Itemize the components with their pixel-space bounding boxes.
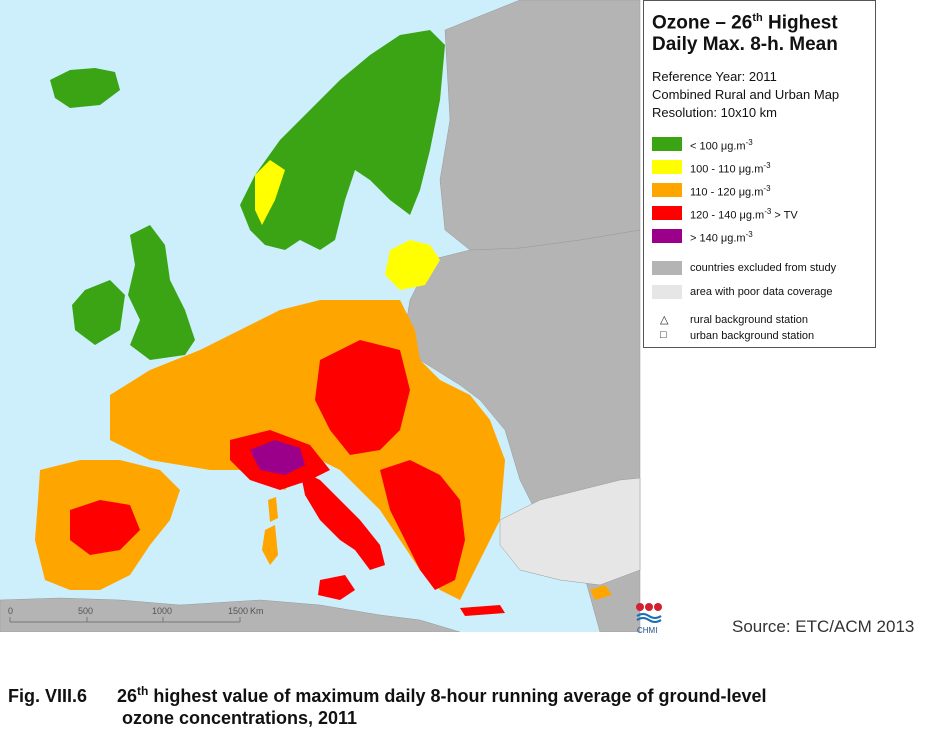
chmi-logo: CHMI [636, 603, 662, 635]
caption-line2: ozone concentrations, 2011 [122, 708, 358, 728]
excluded-region-russia [439, 0, 641, 251]
figure-number: Fig. VIII.6 [8, 686, 88, 706]
legend-label-120-140: 120 - 140 μg.m-3 > TV [690, 207, 798, 222]
caption-ordinal-sup: th [137, 684, 149, 698]
legend-panel: Ozone – 26th Highest Daily Max. 8-h. Mea… [643, 0, 876, 348]
ireland [72, 280, 125, 345]
central-red [315, 340, 410, 455]
urban-station-square-icon: □ [660, 329, 667, 341]
italy-red [300, 470, 385, 570]
legend-swatch-excluded [652, 261, 682, 275]
scale-tick-1500: 1500 [228, 606, 248, 616]
scale-unit: Km [250, 606, 264, 616]
legend-swatch-gt140 [652, 229, 682, 243]
scale-tick-500: 500 [78, 606, 93, 616]
great-britain [128, 225, 195, 360]
scale-bar: 0 500 1000 1500 Km [8, 606, 264, 623]
sardinia [262, 525, 278, 565]
legend-swatch-120-140 [652, 206, 682, 220]
legend-label-lt100: < 100 μg.m-3 [690, 138, 753, 153]
legend-swatch-100-110 [652, 160, 682, 174]
legend-label-poor-coverage: area with poor data coverage [690, 286, 833, 298]
source-credit: Source: ETC/ACM 2013 [732, 617, 915, 636]
figure-caption: Fig. VIII.6 26th highest value of maximu… [8, 680, 766, 729]
finland-yellow [385, 240, 440, 290]
scandinavia-yellow-south [255, 160, 285, 225]
legend-swatch-lt100 [652, 137, 682, 151]
purple-alps [250, 440, 305, 475]
legend-swatch-110-120 [652, 183, 682, 197]
poor-coverage-turkey [499, 477, 641, 586]
logo-text: CHMI [637, 626, 657, 635]
legend-label-110-120: 110 - 120 μg.m-3 [690, 184, 771, 199]
cyprus [590, 585, 612, 600]
caption-line1: highest value of maximum daily 8-hour ru… [148, 686, 767, 706]
iceland [50, 68, 120, 108]
balkans-greece-red [380, 460, 465, 590]
legend-title: Ozone – 26th Highest Daily Max. 8-h. Mea… [652, 12, 838, 56]
caption-ordinal: 26 [117, 686, 138, 706]
iberia-red [70, 500, 140, 555]
scandinavia [240, 30, 445, 250]
crete [460, 605, 505, 616]
scale-tick-1000: 1000 [152, 606, 172, 616]
excluded-region-north-africa [0, 597, 461, 632]
legend-label-gt140: > 140 μg.m-3 [690, 230, 753, 245]
legend-resolution: Resolution: 10x10 km [652, 105, 778, 120]
legend-reference-year: Reference Year: 2011 [652, 69, 777, 84]
scale-tick-0: 0 [8, 606, 13, 616]
legend-label-rural-station: rural background station [690, 314, 809, 326]
legend-label-100-110: 100 - 110 μg.m-3 [690, 161, 771, 176]
legend-label-urban-station: urban background station [690, 330, 815, 342]
sicily [318, 575, 355, 600]
ozone-map: 0 500 1000 1500 Km [0, 0, 641, 632]
corsica [268, 497, 278, 522]
rural-station-triangle-icon: △ [660, 314, 669, 326]
legend-label-excluded: countries excluded from study [690, 262, 837, 274]
legend-swatch-poor-coverage [652, 285, 682, 299]
legend-map-type: Combined Rural and Urban Map [652, 87, 840, 102]
